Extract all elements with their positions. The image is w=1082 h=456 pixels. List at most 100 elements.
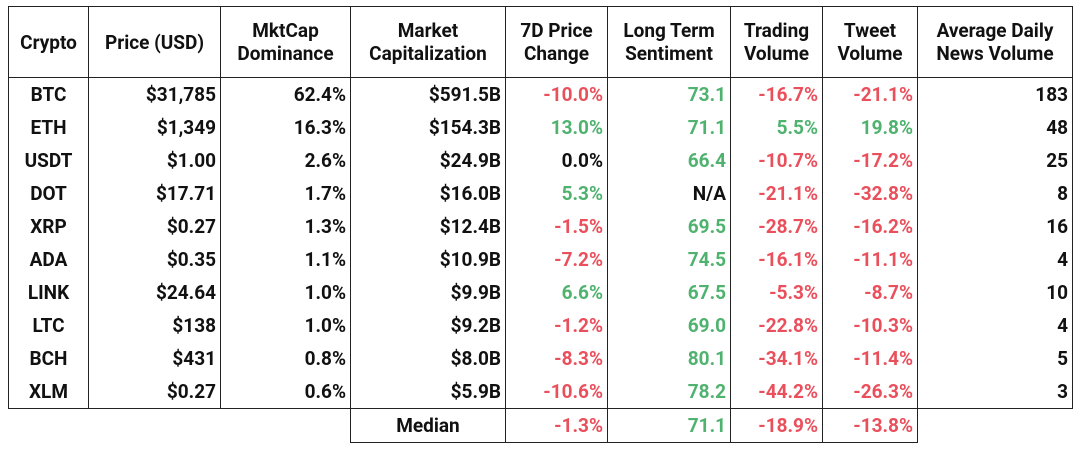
table-cell: 5 <box>917 342 1073 375</box>
median-value: -18.9% <box>730 408 823 443</box>
header-cell: Price (USD) <box>88 6 221 78</box>
crypto-name: DOT <box>8 177 89 210</box>
table-row: LINK $24.64 1.0% $9.9B 6.6% 67.5 -5.3% -8.7% 10 <box>8 276 1073 309</box>
crypto-name: LINK <box>8 276 89 309</box>
crypto-name: XRP <box>8 210 89 243</box>
table-cell: $24.64 <box>88 276 221 309</box>
crypto-name: ETH <box>8 111 89 144</box>
empty-cell <box>918 409 1073 443</box>
empty-cell <box>89 409 221 443</box>
table-cell: -11.1% <box>822 243 918 276</box>
table-cell: 0.8% <box>220 342 351 375</box>
table-cell: 69.5 <box>607 210 731 243</box>
table-cell: $17.71 <box>88 177 221 210</box>
median-row: Median -1.3% 71.1 -18.9% -13.8% <box>9 408 1073 443</box>
table-cell: $16.0B <box>350 177 506 210</box>
table-cell: 8 <box>917 177 1073 210</box>
table-cell: -10.0% <box>505 77 608 111</box>
table-cell: $1,349 <box>88 111 221 144</box>
table-cell: 67.5 <box>607 276 731 309</box>
table-row: USDT $1.00 2.6% $24.9B 0.0% 66.4 -10.7% -17.2% 2… <box>8 144 1073 177</box>
table-cell: -21.1% <box>822 77 918 111</box>
table-cell: 2.6% <box>220 144 351 177</box>
median-value: 71.1 <box>607 408 731 443</box>
table-cell: $1.00 <box>88 144 221 177</box>
table-cell: $31,785 <box>88 77 221 111</box>
table-cell: $8.0B <box>350 342 506 375</box>
table-row: XRP $0.27 1.3% $12.4B -1.5% 69.5 -28.7% -16.2% 1… <box>8 210 1073 243</box>
table-cell: 0.0% <box>505 144 608 177</box>
table-row: ADA $0.35 1.1% $10.9B -7.2% 74.5 -16.1% -11.1% 4 <box>8 243 1073 276</box>
table-cell: $12.4B <box>350 210 506 243</box>
table-cell: $24.9B <box>350 144 506 177</box>
crypto-name: BCH <box>8 342 89 375</box>
header-row: Crypto Price (USD) MktCap Dominance Market … <box>8 6 1073 78</box>
table-cell: $0.35 <box>88 243 221 276</box>
table-cell: 73.1 <box>607 77 731 111</box>
median-label: Median <box>350 408 506 443</box>
crypto-name: XLM <box>8 375 89 409</box>
table-cell: -1.5% <box>505 210 608 243</box>
table-cell: 78.2 <box>607 375 731 409</box>
table-cell: $9.2B <box>350 309 506 342</box>
table-cell: 74.5 <box>607 243 731 276</box>
table-cell: 16.3% <box>220 111 351 144</box>
table-cell: -44.2% <box>730 375 823 409</box>
table-cell: -11.4% <box>822 342 918 375</box>
crypto-name: USDT <box>8 144 89 177</box>
median-value: -1.3% <box>505 408 608 443</box>
table-cell: -8.7% <box>822 276 918 309</box>
table-cell: 5.3% <box>505 177 608 210</box>
table-cell: -10.6% <box>505 375 608 409</box>
table-row: BCH $431 0.8% $8.0B -8.3% 80.1 -34.1% -11.4% 5 <box>8 342 1073 375</box>
table-cell: 6.6% <box>505 276 608 309</box>
table-row: DOT $17.71 1.7% $16.0B 5.3% N/A -21.1% -32.8% 8 <box>8 177 1073 210</box>
table-row: XLM $0.27 0.6% $5.9B -10.6% 78.2 -44.2% -26.3% 3 <box>8 375 1073 409</box>
table-cell: 1.7% <box>220 177 351 210</box>
crypto-name: LTC <box>8 309 89 342</box>
table-cell: -5.3% <box>730 276 823 309</box>
table-cell: $10.9B <box>350 243 506 276</box>
table-cell: 1.0% <box>220 276 351 309</box>
table-cell: 48 <box>917 111 1073 144</box>
median-value: -13.8% <box>822 408 918 443</box>
table-cell: 0.6% <box>220 375 351 409</box>
table-cell: 10 <box>917 276 1073 309</box>
table-cell: -17.2% <box>822 144 918 177</box>
table-cell: $591.5B <box>350 77 506 111</box>
table-footer: Median -1.3% 71.1 -18.9% -13.8% <box>9 408 1073 443</box>
table-cell: -34.1% <box>730 342 823 375</box>
table-cell: -8.3% <box>505 342 608 375</box>
table-cell: -22.8% <box>730 309 823 342</box>
table-cell: -32.8% <box>822 177 918 210</box>
table-cell: 5.5% <box>730 111 823 144</box>
table-cell: 71.1 <box>607 111 731 144</box>
table-cell: -7.2% <box>505 243 608 276</box>
empty-cell <box>9 409 89 443</box>
header-cell: 7D Price Change <box>505 6 608 78</box>
table-cell: -16.1% <box>730 243 823 276</box>
table-cell: 4 <box>917 309 1073 342</box>
table-cell: 19.8% <box>822 111 918 144</box>
header-cell: Tweet Volume <box>822 6 918 78</box>
header-cell: Crypto <box>8 6 89 78</box>
table-cell: 1.0% <box>220 309 351 342</box>
table-cell: -16.2% <box>822 210 918 243</box>
table-cell: $0.27 <box>88 210 221 243</box>
table-cell: 16 <box>917 210 1073 243</box>
table-cell: N/A <box>607 177 731 210</box>
empty-cell <box>221 409 351 443</box>
table-cell: 25 <box>917 144 1073 177</box>
table-cell: $154.3B <box>350 111 506 144</box>
table-cell: 4 <box>917 243 1073 276</box>
table-row: ETH $1,349 16.3% $154.3B 13.0% 71.1 5.5% 19.8% 4… <box>8 111 1073 144</box>
table-cell: 66.4 <box>607 144 731 177</box>
table-cell: 80.1 <box>607 342 731 375</box>
header-cell: Average Daily News Volume <box>917 6 1073 78</box>
crypto-name: ADA <box>8 243 89 276</box>
table-cell: -1.2% <box>505 309 608 342</box>
header-cell: Long Term Sentiment <box>607 6 731 78</box>
table-cell: 69.0 <box>607 309 731 342</box>
table-cell: 62.4% <box>220 77 351 111</box>
